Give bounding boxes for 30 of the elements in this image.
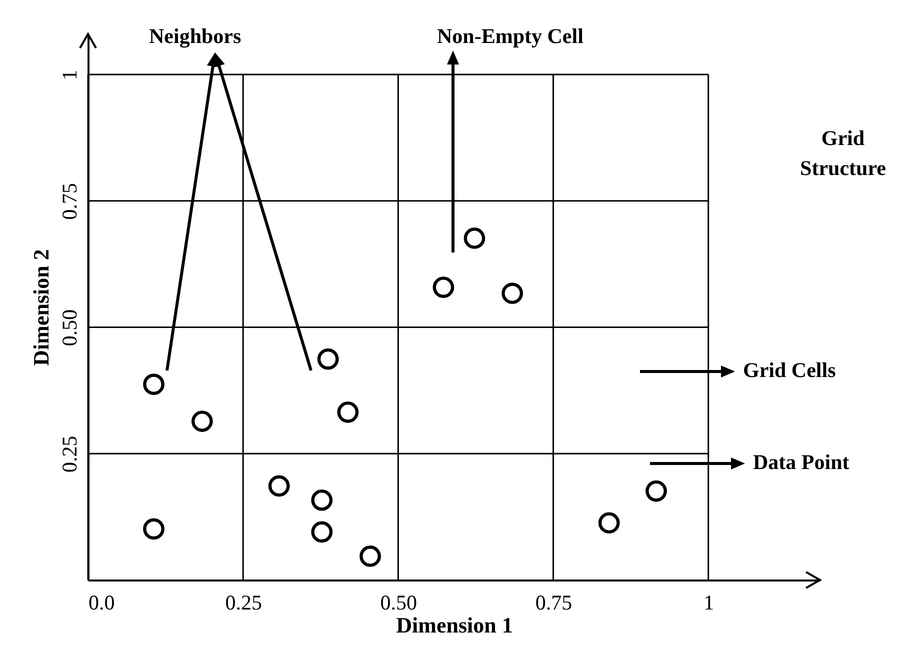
x-tick-label: 0.0	[88, 590, 115, 614]
annotation: Non-Empty Cell	[437, 23, 584, 50]
point	[360, 546, 381, 567]
point	[311, 489, 333, 511]
y-tick-label: 1	[58, 70, 82, 80]
x-tick-label: 0.50	[380, 590, 418, 614]
point	[191, 410, 213, 432]
annotation: Grid Cells	[743, 357, 836, 384]
x-tick-label: 0.25	[225, 590, 262, 614]
x-axis-title: Dimension 1	[396, 612, 513, 638]
y-tick-label: 0.75	[58, 182, 82, 220]
point	[337, 401, 359, 423]
y-tick-label: 0.25	[58, 436, 82, 472]
annotation: Data Point	[753, 449, 850, 476]
y-tick-label: 0.50	[58, 309, 82, 346]
point	[432, 276, 454, 298]
point	[268, 475, 290, 497]
point	[598, 512, 620, 534]
x-tick-label: 1	[704, 590, 714, 614]
point	[646, 480, 667, 502]
y-axis-title: Dimension 2	[28, 249, 54, 366]
annotation: Neighbors	[149, 23, 242, 50]
point	[311, 521, 333, 543]
point	[464, 228, 486, 249]
point	[317, 348, 339, 370]
x-tick-label: 0.75	[535, 590, 572, 614]
point	[143, 374, 164, 396]
point	[502, 282, 523, 304]
annotation: Grid Structure	[799, 125, 887, 182]
point	[143, 518, 164, 540]
